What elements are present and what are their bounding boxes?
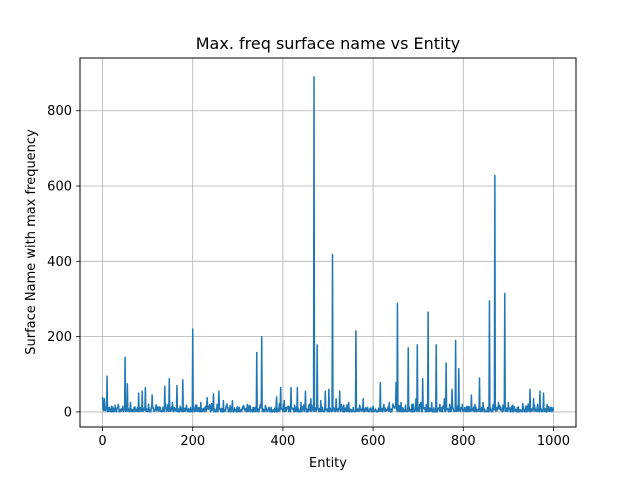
x-axis-label: Entity: [309, 456, 347, 471]
x-tick-label: 600: [361, 434, 386, 449]
plot-frame: [79, 57, 577, 428]
x-tick-label: 800: [451, 434, 476, 449]
y-tick-label: 600: [47, 180, 72, 195]
y-axis-label: Surface Name with max frequency: [24, 129, 39, 355]
x-tick-label: 0: [98, 434, 106, 449]
grid: [80, 58, 576, 427]
y-axis: 0 200 400 600 800: [47, 104, 80, 420]
x-tick-label: 400: [270, 434, 295, 449]
x-axis: 0 200 400 600 800 1000: [98, 427, 570, 449]
series-line: [101, 76, 555, 413]
y-tick-label: 400: [47, 255, 72, 270]
x-tick-label: 1000: [537, 434, 570, 449]
chart-title: Max. freq surface name vs Entity: [196, 34, 460, 53]
plot-area: [101, 76, 555, 413]
x-tick-label: 200: [180, 434, 205, 449]
y-tick-label: 0: [64, 405, 72, 420]
y-tick-label: 200: [47, 330, 72, 345]
y-tick-label: 800: [47, 104, 72, 119]
